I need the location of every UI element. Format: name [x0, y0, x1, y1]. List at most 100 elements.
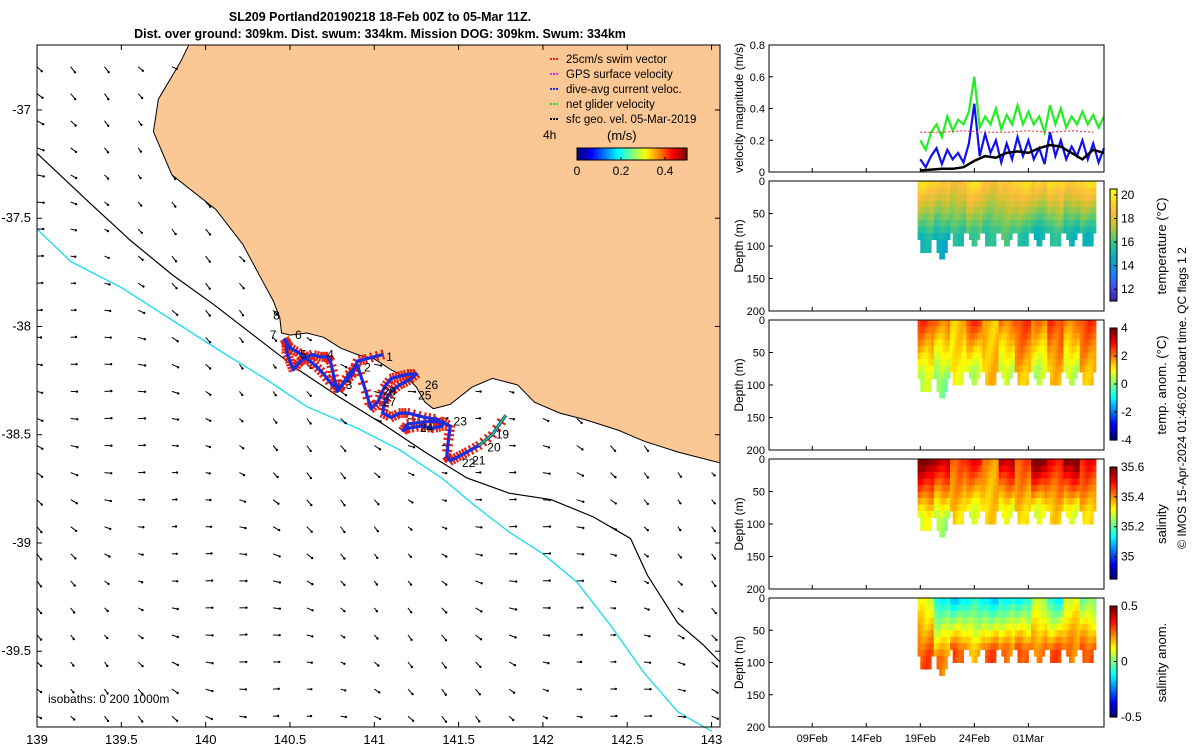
profile-cell	[939, 485, 943, 492]
profile-cell	[1050, 200, 1054, 208]
profile-cell	[952, 239, 956, 247]
profile-cell	[1063, 598, 1067, 605]
profile-cell	[1039, 220, 1043, 227]
profile-cell	[947, 478, 951, 486]
profile-cell	[1068, 485, 1073, 492]
profile-cell	[977, 226, 981, 234]
profile-cell	[1068, 233, 1073, 240]
profile-cell	[968, 649, 973, 657]
profile-cell	[936, 239, 940, 247]
profile-cell	[1058, 200, 1062, 208]
profile-cell	[993, 656, 997, 663]
profile-cell	[1009, 194, 1013, 201]
profile-cell	[982, 200, 986, 208]
profile-cell	[1066, 643, 1070, 651]
profile-cell	[1063, 465, 1067, 473]
profile-cell	[952, 187, 956, 195]
profile-cell	[963, 630, 967, 638]
profile-cell	[1025, 604, 1029, 612]
colorbar-cell	[1110, 350, 1117, 354]
time-tick-label: 14Feb	[851, 733, 882, 745]
colorbar-cell	[1110, 548, 1117, 552]
colorbar-cell	[637, 148, 640, 160]
profile-cell	[1044, 194, 1048, 201]
profile-cell	[947, 326, 951, 334]
profile-cell	[1044, 346, 1048, 353]
profile-cell	[920, 524, 924, 531]
colorbar-cell	[1110, 431, 1117, 435]
velocity-arrow-head	[411, 719, 415, 722]
profile-cell	[987, 504, 991, 512]
profile-cell	[1014, 220, 1018, 227]
profile-cell	[990, 459, 994, 466]
profile-cell	[1025, 346, 1029, 353]
profile-cell	[939, 465, 943, 473]
profile-cell	[1071, 207, 1075, 214]
profile-cell	[923, 372, 927, 379]
profile-cell	[923, 643, 927, 651]
profile-cell	[1014, 181, 1018, 188]
profile-cell	[923, 359, 927, 366]
profile-cell	[990, 491, 994, 499]
colorbar-cell	[587, 148, 590, 160]
profile-cell	[923, 465, 927, 473]
velocity-arrow-head	[74, 335, 78, 339]
colorbar-cell	[1110, 194, 1117, 198]
profile-cell	[1025, 187, 1029, 195]
profile-cell	[952, 617, 956, 625]
profile-cell	[1014, 636, 1018, 644]
profile-cell	[1033, 326, 1037, 334]
profile-cell	[925, 636, 929, 644]
profile-cell	[1014, 478, 1018, 486]
velocity-arrow-head	[241, 314, 245, 317]
profile-cell	[977, 623, 981, 631]
profile-cell	[1068, 320, 1073, 327]
profile-cell	[990, 233, 994, 240]
profile-cell	[1006, 643, 1010, 651]
profile-cell	[1068, 511, 1073, 518]
profile-cell	[1085, 187, 1089, 195]
profile-cell	[941, 636, 946, 644]
profile-cell	[985, 200, 989, 208]
colorbar-cell	[1110, 298, 1117, 302]
colorbar-cell	[1110, 472, 1117, 476]
profile-cell	[1006, 333, 1010, 340]
profile-cell	[1039, 465, 1043, 473]
profile-cell	[1014, 226, 1018, 234]
profile-cell	[1093, 365, 1097, 373]
profile-cell	[920, 465, 924, 473]
profile-cell	[971, 233, 975, 240]
profile-cell	[1085, 339, 1089, 347]
profile-cell	[1006, 346, 1010, 353]
profile-cell	[987, 200, 991, 208]
colorbar-cell	[1110, 570, 1117, 574]
profile-cell	[1055, 643, 1059, 651]
profile-cell	[923, 649, 927, 657]
profile-cell	[1004, 604, 1008, 612]
profile-cell	[947, 472, 951, 479]
velocity-arrow-head	[40, 391, 44, 394]
profile-cell	[1085, 333, 1089, 340]
profile-cell	[1066, 220, 1070, 227]
profile-cell	[1033, 339, 1037, 347]
profile-cell	[1090, 213, 1094, 221]
profile-cell	[982, 333, 986, 340]
profile-cell	[1031, 365, 1035, 373]
profile-cell	[931, 598, 935, 605]
profile-cell	[1060, 359, 1064, 366]
velocity-arrow-head	[647, 608, 650, 611]
velocity-arrow-head	[244, 688, 248, 691]
profile-cell	[920, 346, 924, 353]
profile-cell	[1082, 220, 1086, 227]
profile-cell	[963, 604, 967, 612]
velocity-arrow-head	[76, 418, 79, 421]
profile-cell	[1074, 617, 1078, 625]
profile-cell	[977, 220, 981, 227]
colorbar-cell	[611, 148, 614, 160]
profile-cell	[993, 220, 997, 227]
profile-cell	[950, 326, 954, 334]
profile-cell	[1058, 365, 1062, 373]
colorbar-cell	[613, 148, 616, 160]
profile-cell	[1012, 498, 1016, 505]
velocity-arrow-head	[310, 661, 313, 664]
